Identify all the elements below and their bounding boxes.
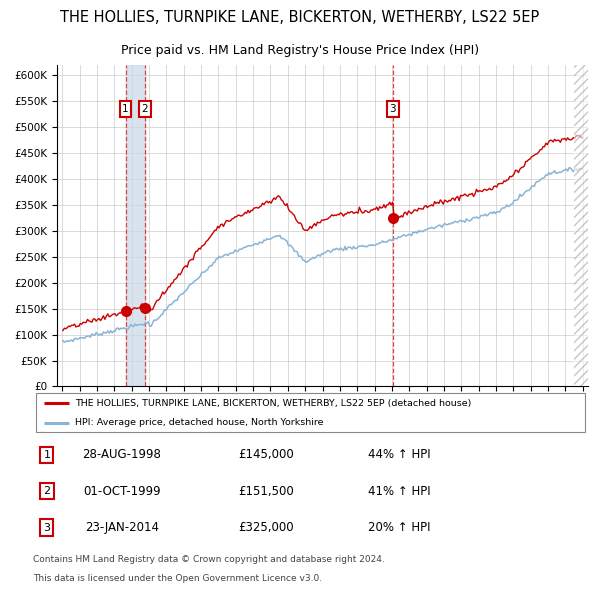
- Text: 2: 2: [43, 486, 50, 496]
- FancyBboxPatch shape: [36, 393, 584, 432]
- Text: HPI: Average price, detached house, North Yorkshire: HPI: Average price, detached house, Nort…: [74, 418, 323, 427]
- Text: THE HOLLIES, TURNPIKE LANE, BICKERTON, WETHERBY, LS22 5EP (detached house): THE HOLLIES, TURNPIKE LANE, BICKERTON, W…: [74, 399, 471, 408]
- Text: 20% ↑ HPI: 20% ↑ HPI: [368, 521, 431, 534]
- Text: THE HOLLIES, TURNPIKE LANE, BICKERTON, WETHERBY, LS22 5EP: THE HOLLIES, TURNPIKE LANE, BICKERTON, W…: [61, 10, 539, 25]
- Text: £151,500: £151,500: [238, 484, 294, 498]
- Text: £325,000: £325,000: [238, 521, 294, 534]
- Text: 1: 1: [122, 104, 129, 114]
- Text: 44% ↑ HPI: 44% ↑ HPI: [368, 448, 431, 461]
- Text: 2: 2: [142, 104, 148, 114]
- Polygon shape: [574, 65, 588, 386]
- Bar: [125, 65, 145, 386]
- Text: Price paid vs. HM Land Registry's House Price Index (HPI): Price paid vs. HM Land Registry's House …: [121, 44, 479, 57]
- Text: 41% ↑ HPI: 41% ↑ HPI: [368, 484, 431, 498]
- Text: 3: 3: [389, 104, 396, 114]
- Text: 3: 3: [43, 523, 50, 533]
- Text: 28-AUG-1998: 28-AUG-1998: [82, 448, 161, 461]
- Text: Contains HM Land Registry data © Crown copyright and database right 2024.: Contains HM Land Registry data © Crown c…: [33, 555, 385, 564]
- Text: £145,000: £145,000: [238, 448, 294, 461]
- Text: 01-OCT-1999: 01-OCT-1999: [83, 484, 161, 498]
- Text: This data is licensed under the Open Government Licence v3.0.: This data is licensed under the Open Gov…: [33, 574, 322, 583]
- Text: 1: 1: [43, 450, 50, 460]
- Text: 23-JAN-2014: 23-JAN-2014: [85, 521, 159, 534]
